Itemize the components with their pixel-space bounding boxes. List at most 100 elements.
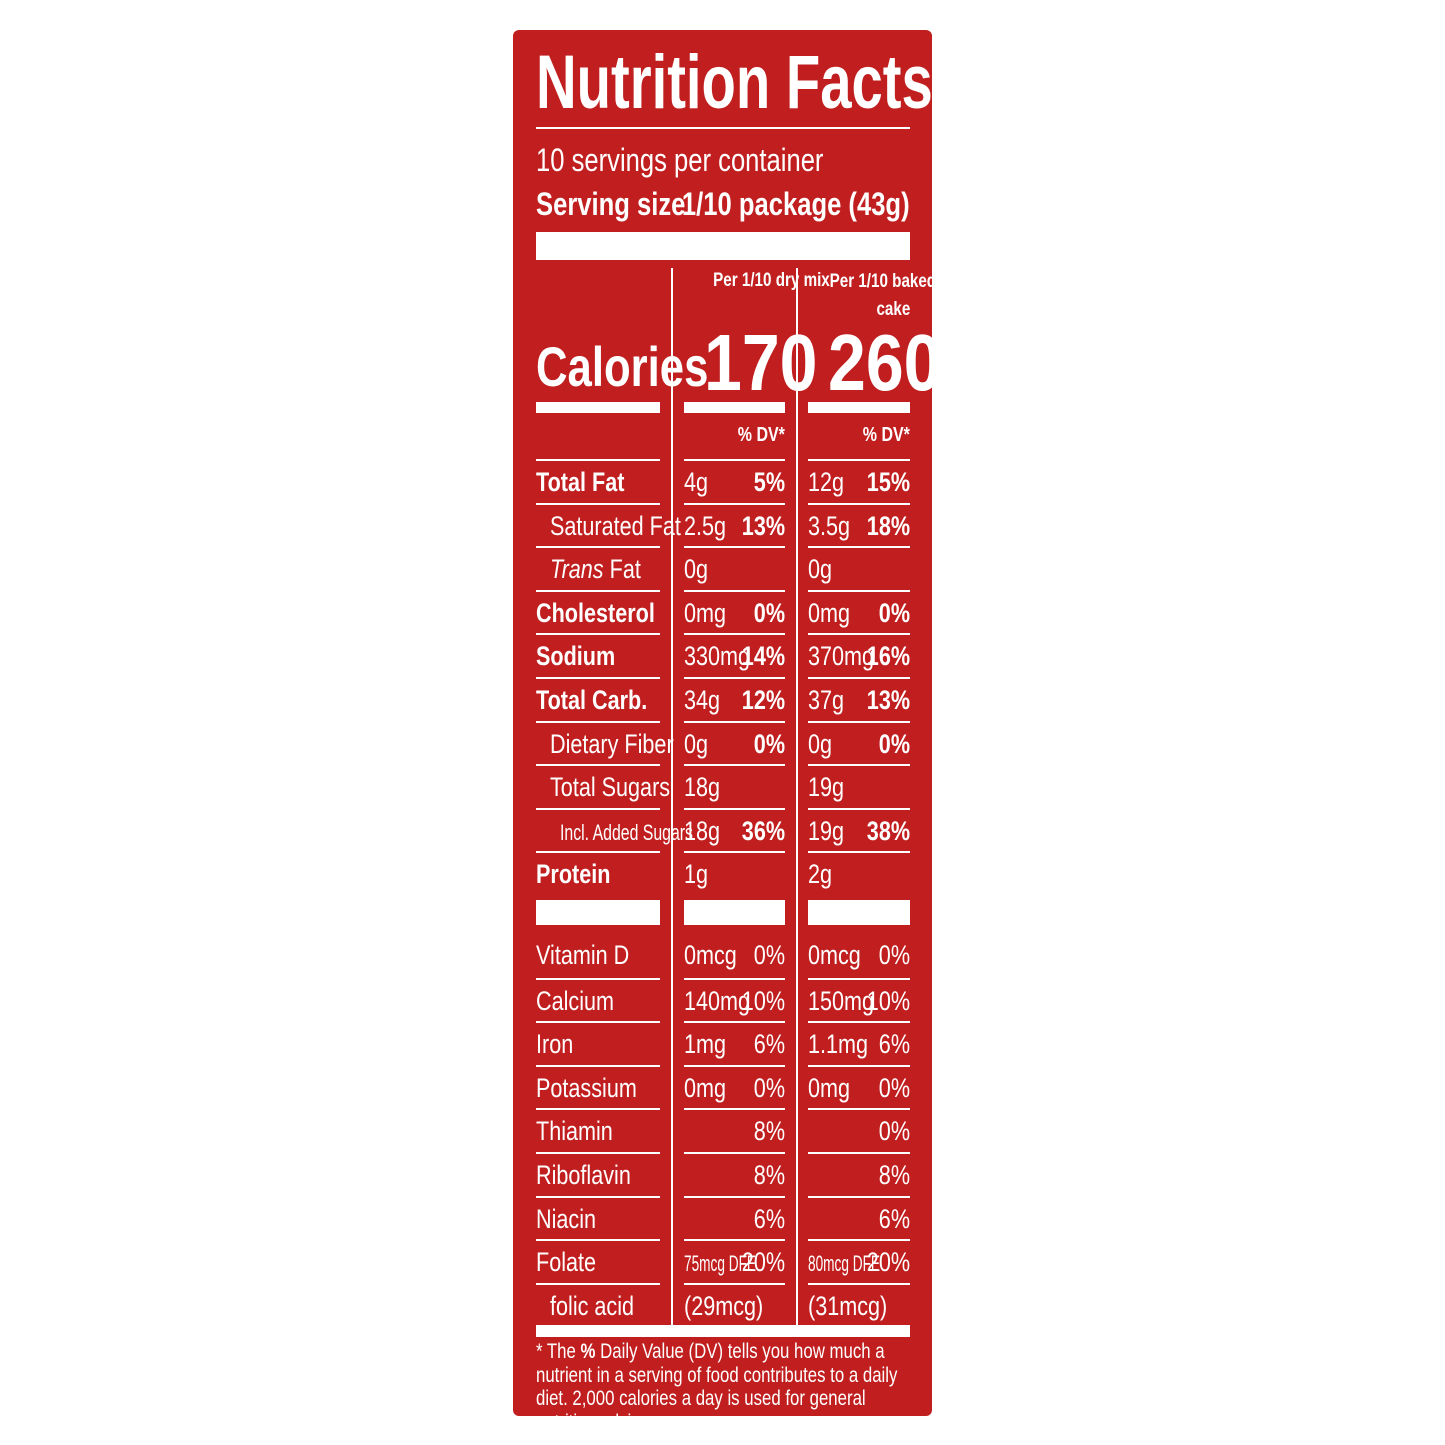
daily-value: 18% — [856, 511, 910, 541]
label-text: Incl. Added Sugars — [560, 818, 693, 848]
amount: 140mg — [684, 986, 767, 1016]
label-text: Calcium — [536, 985, 615, 1016]
label-text: Potassium — [536, 1073, 637, 1103]
daily-value-text: 36% — [741, 815, 785, 846]
amount: 0g — [684, 729, 714, 759]
value-cell: 150mg 10% — [808, 977, 910, 1022]
amount: 80mcg DFE — [808, 1247, 924, 1279]
label-text: Protein — [536, 859, 610, 889]
nutrient-row: Thiamin 8% 0% — [536, 1108, 910, 1152]
label-text: Niacin — [536, 1203, 597, 1234]
footnote: * The % Daily Value (DV) tells you how m… — [536, 1340, 912, 1416]
amount-text: 370mg — [808, 641, 875, 672]
nutrient-row: Saturated Fat 2.5g 13% 3.5g 18% — [536, 502, 910, 547]
nutrient-label: Trans Fat — [550, 554, 664, 584]
amount-text: 0g — [684, 554, 709, 585]
daily-value: 5% — [746, 467, 785, 497]
value-cell: 37g 13% — [808, 677, 910, 721]
nutrient-label: Niacin — [536, 1204, 611, 1234]
daily-value-text: 15% — [866, 467, 910, 497]
amount-text: 0mcg — [684, 940, 737, 970]
value-cell: 3.5g 18% — [808, 502, 910, 547]
label-text: Thiamin — [536, 1116, 613, 1146]
value-cell: 0mg 0% — [684, 589, 785, 634]
daily-value-text: 10% — [866, 985, 910, 1016]
nutrient-label-cell: Iron — [536, 1021, 660, 1065]
daily-value-text: 0% — [878, 940, 910, 970]
value-cell: 12g 15% — [808, 459, 910, 503]
amount-text: 18g — [684, 772, 721, 803]
nutrient-label: Incl. Added Sugars — [560, 816, 745, 848]
value-cell: 19g — [808, 764, 910, 808]
amount: 2.5g — [684, 511, 737, 541]
title: Nutrition Facts — [536, 40, 932, 126]
label-text: Dietary Fiber — [550, 728, 674, 759]
amount: 0mg — [808, 598, 861, 628]
nutrient-row: Folate 75mcg DFE 20% 80mcg DFE 20% — [536, 1239, 910, 1283]
serving-size-label: Serving size — [536, 186, 723, 222]
nutrient-label-cell: Calcium — [536, 977, 660, 1022]
daily-value-text: 18% — [866, 510, 910, 541]
daily-value: 13% — [856, 685, 910, 715]
label-text: Calcium — [536, 986, 614, 1016]
daily-value-text: 0% — [878, 1116, 910, 1147]
amount-text: (31mcg) — [808, 1290, 888, 1321]
nutrient-row: Iron 1mg 6% 1.1mg 6% — [536, 1021, 910, 1065]
amount-text: 150mg — [808, 985, 875, 1016]
amount-text: 4g — [684, 467, 709, 497]
daily-value: 0% — [746, 1073, 785, 1103]
nutrient-row: Total Carb. 34g 12% 37g 13% — [536, 677, 910, 721]
value-cell: 140mg 10% — [684, 977, 785, 1022]
amount-text: 19g — [808, 815, 845, 846]
value-cell: 8% — [684, 1152, 785, 1196]
nutrient-row: Niacin 6% 6% — [536, 1195, 910, 1240]
value-cell: 0g — [684, 546, 785, 590]
daily-value: 10% — [731, 986, 785, 1016]
calories-underline — [808, 402, 910, 413]
amount: 4g — [684, 467, 714, 497]
nutrient-label: Potassium — [536, 1073, 662, 1103]
calories-underline — [536, 402, 660, 413]
amount-text: 3.5g — [808, 510, 851, 541]
daily-value-text: 0% — [753, 940, 785, 970]
amount: 330mg — [684, 641, 767, 671]
daily-value-text: 0% — [878, 1072, 910, 1103]
daily-value: 14% — [731, 641, 785, 671]
nutrient-label: Thiamin — [536, 1116, 632, 1146]
daily-value: 0% — [871, 1116, 910, 1146]
amount-text: 34g — [684, 685, 721, 715]
amount: 75mcg DFE — [684, 1247, 800, 1279]
daily-value-text: 14% — [741, 641, 785, 672]
label-text: Potassium — [536, 1072, 637, 1103]
label-text: Folate — [536, 1247, 597, 1278]
label-text: Saturated Fat — [550, 511, 681, 541]
daily-value-text: 0% — [878, 728, 910, 759]
daily-value: 0% — [746, 940, 785, 970]
nutrient-label: Vitamin D — [536, 940, 653, 970]
serving-size-value-text: 1/10 package (43g) — [682, 186, 910, 222]
amount-text: 330mg — [684, 641, 751, 672]
thick-divider — [536, 1325, 910, 1337]
nutrient-label-cell: Incl. Added Sugars — [536, 807, 693, 852]
daily-value: 0% — [746, 729, 785, 759]
nutrient-label-cell: Sodium — [536, 633, 660, 677]
nutrient-row: Total Sugars 18g 19g — [536, 764, 910, 808]
label-text: Trans Fat — [550, 554, 641, 584]
nutrient-label: Total Fat — [536, 467, 647, 497]
daily-value: 6% — [871, 1029, 910, 1059]
label-text: folic acid — [550, 1291, 634, 1321]
nutrient-label: Dietary Fiber — [550, 729, 705, 759]
daily-value-text: 10% — [741, 985, 785, 1016]
value-cell: 0% — [808, 1108, 910, 1152]
value-cell: 2g — [808, 851, 910, 895]
value-cell: 1.1mg 6% — [808, 1021, 910, 1065]
nutrient-label: Calcium — [536, 986, 634, 1016]
amount-text: 0g — [808, 554, 833, 585]
nutrient-row: Potassium 0mg 0% 0mg 0% — [536, 1064, 910, 1109]
value-cell: (29mcg) — [684, 1282, 785, 1327]
nutrient-row: Riboflavin 8% 8% — [536, 1152, 910, 1196]
nutrient-label: Riboflavin — [536, 1160, 655, 1190]
nutrient-label-cell: Riboflavin — [536, 1152, 660, 1196]
nutrient-row: Vitamin D 0mcg 0% 0mcg 0% — [536, 934, 910, 978]
header-text: Per 1/10 baked — [829, 271, 932, 292]
